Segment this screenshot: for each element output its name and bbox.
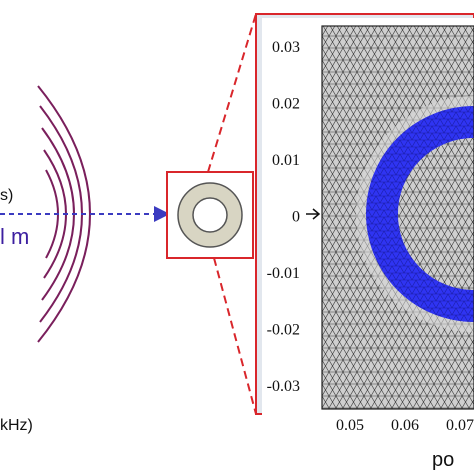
origin-marker-icon — [306, 208, 321, 220]
y-tick-label: -0.02 — [267, 322, 300, 339]
y-tick-label: 0.02 — [272, 96, 300, 113]
y-tick-label: 0 — [292, 209, 300, 226]
zoom-line-top — [207, 13, 257, 173]
ring-inner-hole — [192, 197, 228, 233]
x-tick-label: 0.06 — [391, 417, 419, 434]
x-tick-label: 0.05 — [336, 417, 364, 434]
mesh-inner-region — [398, 138, 474, 290]
x-axis-label-fragment: po — [432, 449, 454, 471]
source-label-fragment: s) — [0, 187, 13, 204]
y-axis-ticks: 0.03 0.02 0.01 0 -0.01 -0.02 -0.03 — [267, 39, 300, 395]
frequency-label-fragment: kHz) — [0, 417, 33, 434]
mesh-ring — [366, 106, 474, 322]
y-tick-label: -0.03 — [267, 378, 300, 395]
x-tick-label: 0.07 — [446, 417, 474, 434]
zoom-line-bottom — [213, 257, 257, 415]
distance-label: l m — [0, 224, 29, 249]
y-tick-label: 0.01 — [272, 152, 300, 169]
mesh-plot — [322, 26, 474, 409]
y-tick-label: -0.01 — [267, 265, 300, 282]
y-tick-label: 0.03 — [272, 39, 300, 56]
plot-border — [321, 25, 474, 410]
x-axis-ticks: 0.05 0.06 0.07 — [336, 417, 474, 434]
